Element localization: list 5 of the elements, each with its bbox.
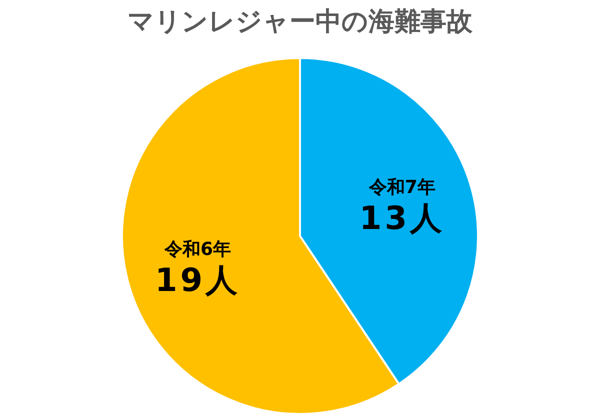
slice-label: 令和6年 bbox=[164, 239, 232, 260]
data-label: 13人 bbox=[359, 199, 445, 237]
data-label: 19人 bbox=[155, 261, 241, 299]
chart-title: マリンレジャー中の海難事故 bbox=[128, 7, 474, 37]
slice-label: 令和7年 bbox=[368, 177, 436, 198]
